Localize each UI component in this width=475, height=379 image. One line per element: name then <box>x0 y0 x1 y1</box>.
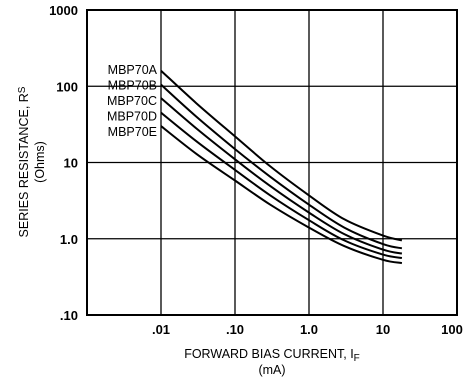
series-curve-mbp70c <box>160 97 403 255</box>
series-curve-mbp70e <box>160 125 403 265</box>
y-tick-label: 1.0 <box>60 232 78 247</box>
y-tick-label: 100 <box>56 79 78 94</box>
x-tick-label: .01 <box>152 322 170 337</box>
y-tick-labels: .10 1.0 10 100 1000 <box>49 3 78 323</box>
y-tick-label: 10 <box>64 156 78 171</box>
series-label-mbp70e: MBP70E <box>108 125 157 139</box>
series-label-mbp70b: MBP70B <box>108 79 157 93</box>
x-tick-labels: .01 .10 1.0 10 100 <box>152 322 463 337</box>
x-axis-unit: (mA) <box>258 363 285 377</box>
series-curve-mbp70b <box>160 83 403 250</box>
grid <box>87 10 457 315</box>
series-label-mbp70c: MBP70C <box>107 94 157 108</box>
y-tick-label: .10 <box>60 308 78 323</box>
x-tick-label: 1.0 <box>300 322 318 337</box>
x-tick-label: 10 <box>376 322 390 337</box>
x-axis-label: FORWARD BIAS CURRENT, IF <box>184 347 360 364</box>
series-curve-mbp70d <box>160 111 403 259</box>
y-axis-unit: (Ohms) <box>33 141 47 183</box>
x-tick-label: 100 <box>441 322 463 337</box>
y-axis-label: SERIES RESISTANCE, RS <box>17 86 31 237</box>
y-tick-label: 1000 <box>49 3 78 18</box>
x-tick-label: .10 <box>226 322 244 337</box>
curves <box>160 69 403 265</box>
series-label-mbp70d: MBP70D <box>107 110 157 124</box>
series-curve-mbp70a <box>160 69 403 242</box>
series-label-mbp70a: MBP70A <box>108 63 158 77</box>
